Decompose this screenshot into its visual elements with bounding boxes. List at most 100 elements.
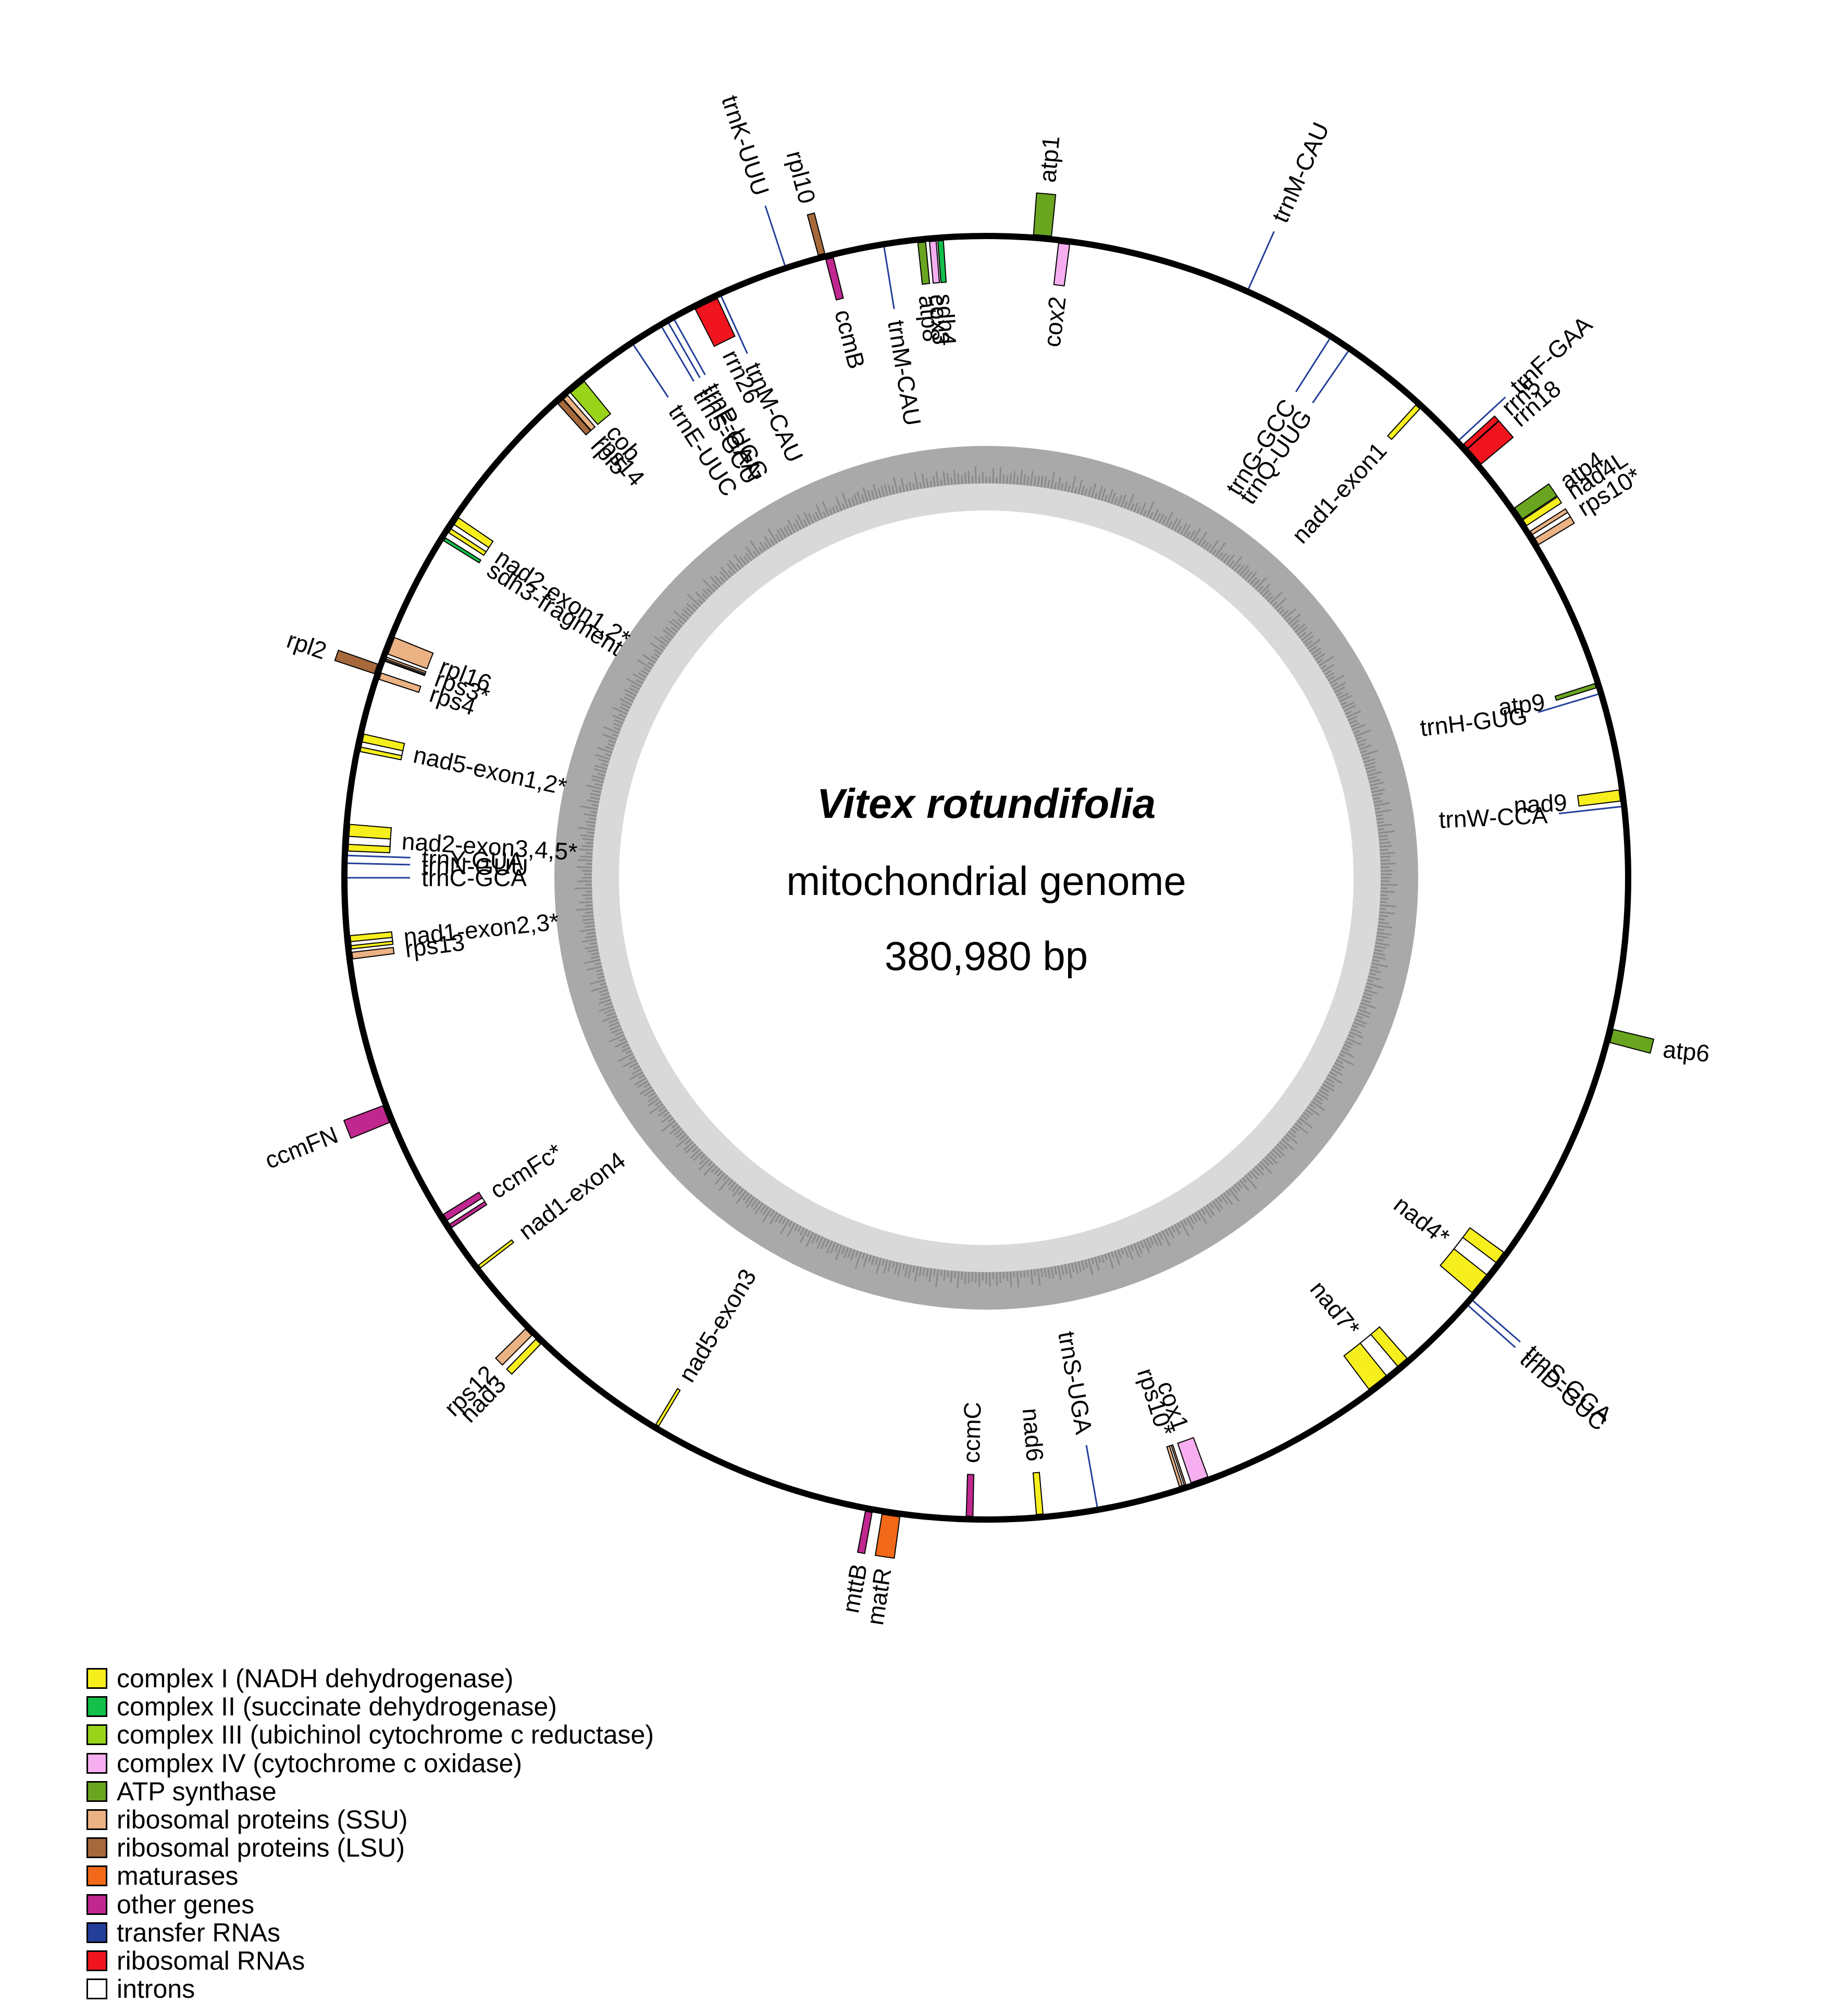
gene-block [883, 247, 895, 309]
gene-block [1577, 789, 1621, 807]
organism-name: Vitex rotundifolia [817, 780, 1156, 827]
legend-item: complex III (ubichinol cytochrome c redu… [86, 1721, 654, 1749]
intron-block [1359, 1334, 1399, 1377]
gene-feature: trnS-UGA [1053, 1329, 1098, 1507]
legend-item: complex IV (cytochrome c oxidase) [86, 1749, 654, 1777]
legend-item: maturases [86, 1862, 654, 1890]
intron-block [446, 1197, 486, 1225]
gene-block [1554, 683, 1597, 701]
legend-label: complex IV (cytochrome c oxidase) [117, 1748, 523, 1778]
gene-block [506, 1338, 542, 1375]
gene-label: trnD-GUC [1515, 1345, 1613, 1436]
gene-label: nad1-exon2,3* [402, 907, 560, 950]
gene-feature: ccmC [958, 1401, 986, 1517]
gene-block [348, 862, 411, 866]
intron-block [348, 836, 391, 848]
gene-block [443, 537, 482, 564]
gene-label: sdh4 [931, 293, 962, 346]
gene-feature: nad2-exon1,2* [448, 517, 636, 652]
genome-backbone-circle [341, 233, 1631, 1523]
gene-block [387, 637, 434, 669]
genome-size: 380,980 bp [885, 933, 1088, 979]
gene-block [563, 394, 596, 431]
gene-block [674, 320, 706, 376]
gene-block [378, 672, 421, 693]
legend-label: other genes [117, 1889, 255, 1919]
gene-label: rpl10 [781, 148, 821, 206]
legend-swatch [86, 1950, 107, 1971]
gene-block [857, 1510, 873, 1554]
legend-item: complex II (succinate dehydrogenase) [86, 1693, 654, 1721]
gene-block [1177, 1437, 1209, 1484]
gene-block [1387, 404, 1421, 440]
gene-block [351, 947, 395, 960]
legend-label: ribosomal proteins (LSU) [117, 1833, 405, 1863]
legend-label: maturases [117, 1861, 239, 1891]
gene-label: nad1-exon1 [1286, 437, 1392, 549]
gene-block [1053, 242, 1071, 287]
gene-block [1033, 192, 1057, 237]
gene-label: trnM-CAU [1267, 118, 1335, 227]
legend-item: ribosomal proteins (LSU) [86, 1834, 654, 1862]
gene-block [655, 1388, 681, 1427]
gene-feature: rpl10 [781, 148, 826, 256]
gene-block [807, 212, 826, 256]
gene-label: nad4* [1389, 1190, 1455, 1250]
gene-block [874, 1513, 901, 1559]
gene-block [1462, 415, 1499, 450]
gene-block [343, 1105, 390, 1139]
legend-label: complex I (NADH dehydrogenase) [117, 1664, 514, 1694]
legend-item: ATP synthase [86, 1777, 654, 1806]
gene-block [569, 380, 612, 426]
gene-block [1467, 420, 1514, 465]
gene-block [661, 327, 695, 382]
gene-label: trnY-GUA [421, 844, 524, 875]
legend-item: transfer RNAs [86, 1919, 654, 1947]
gene-block [348, 854, 411, 858]
gene-label: cox3 [924, 293, 955, 346]
gene-label: nad9 [1513, 789, 1568, 818]
legend-swatch [86, 1696, 107, 1718]
gene-block [633, 344, 669, 398]
gene-block [1459, 396, 1506, 440]
gene-feature: trnN-GUU [348, 851, 528, 881]
legend-swatch [86, 1752, 107, 1774]
legend-swatch [86, 1724, 107, 1746]
gene-block [1085, 1445, 1098, 1507]
gene-block [494, 1328, 533, 1366]
gene-label: trnK-UUU [716, 92, 775, 200]
gene-label: trnN-GUU [421, 851, 529, 881]
gc-center-fill [619, 511, 1354, 1245]
legend: complex I (NADH dehydrogenase) complex I… [86, 1664, 654, 2003]
gene-feature: atp1 [1033, 135, 1065, 237]
gene-block [1295, 339, 1330, 393]
legend-swatch [86, 1978, 107, 2000]
gc-content-profile [575, 466, 1398, 1289]
gene-block [965, 1474, 975, 1517]
gene-block [1032, 1472, 1044, 1515]
gene-block [825, 257, 844, 301]
legend-label: transfer RNAs [117, 1918, 280, 1947]
gene-feature: ccmFN [261, 1105, 390, 1174]
gene-block [1312, 351, 1349, 404]
gene-block [1609, 1028, 1655, 1054]
gene-label: trnW-CCA [1439, 801, 1548, 833]
gene-label: ccmFN [261, 1121, 342, 1174]
intron-block [1169, 1445, 1185, 1487]
legend-label: complex III (ubichinol cytochrome c redu… [117, 1720, 654, 1750]
legend-swatch [86, 1894, 107, 1915]
legend-label: ribosomal RNAs [117, 1946, 305, 1975]
gene-feature: trnK-UUU [716, 92, 786, 266]
gene-block [928, 240, 940, 284]
legend-swatch [86, 1809, 107, 1831]
gene-label: ccmB [829, 307, 871, 371]
gene-label: cox2 [1038, 295, 1071, 349]
legend-item: complex I (NADH dehydrogenase) [86, 1664, 654, 1693]
intron-block [350, 937, 393, 947]
gene-feature: sdh4 [931, 240, 962, 346]
gene-label: nad6 [1018, 1407, 1049, 1462]
gene-feature: nad1-exon2,3* [349, 907, 560, 950]
gene-feature: trnW-CCA [1439, 801, 1621, 833]
gene-block [1472, 1300, 1521, 1343]
